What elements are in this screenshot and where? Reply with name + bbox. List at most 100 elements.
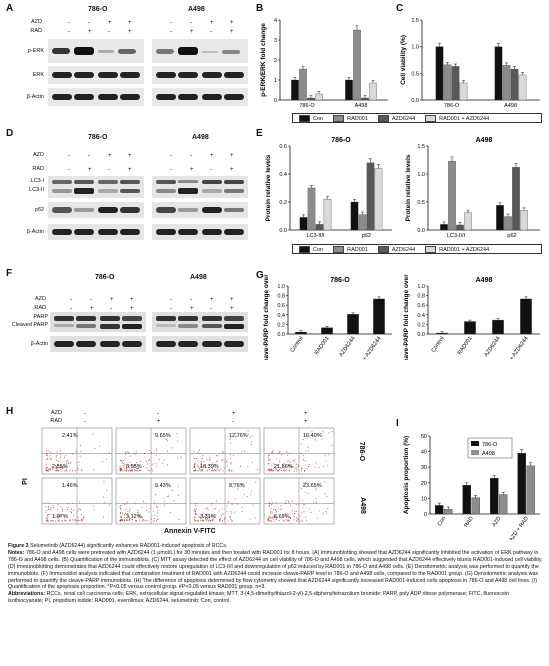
event-dot	[70, 512, 72, 514]
event-dot	[45, 459, 47, 461]
event-dot	[66, 459, 68, 461]
event-dot	[301, 487, 303, 489]
event-dot	[120, 467, 122, 469]
event-dot	[274, 509, 276, 511]
event-dot	[293, 519, 295, 521]
event-dot	[193, 466, 195, 468]
bar	[373, 298, 385, 335]
panel-label-d: D	[6, 128, 14, 139]
event-dot	[313, 501, 315, 503]
event-dot	[49, 454, 51, 456]
event-dot	[273, 517, 275, 519]
event-dot	[318, 510, 320, 512]
event-dot	[62, 508, 64, 510]
event-dot	[193, 520, 195, 522]
quadrant-upper-left-value: 2.41%	[62, 433, 78, 439]
event-dot	[125, 453, 127, 455]
event-dot	[288, 502, 290, 504]
event-dot	[302, 507, 304, 509]
event-dot	[119, 504, 121, 506]
event-dot	[210, 505, 212, 507]
event-dot	[197, 452, 199, 454]
cell-label-a498: A498	[188, 6, 205, 13]
event-dot	[50, 520, 52, 522]
event-dot	[275, 510, 277, 512]
event-dot	[287, 500, 289, 502]
svg-text:+: +	[130, 306, 134, 312]
event-dot	[212, 515, 214, 517]
y-axis-label: Cell viability (%)	[400, 35, 407, 85]
sign: -	[68, 29, 70, 35]
event-dot	[297, 518, 299, 520]
quadrant-lower-value: 8.55%	[126, 464, 142, 470]
event-dot	[92, 505, 94, 507]
event-dot	[46, 454, 48, 456]
event-dot	[148, 450, 150, 452]
event-dot	[283, 520, 285, 522]
chart-g-a498: A498 0.0 0.2 0.4 0.6 0.8 1.0 Cleave-PARP fold c…	[403, 272, 540, 360]
event-dot	[209, 459, 211, 461]
event-dot	[230, 510, 232, 512]
event-dot	[275, 469, 277, 471]
svg-text:-: -	[170, 297, 172, 303]
event-dot	[155, 494, 157, 496]
svg-text:-: -	[232, 419, 234, 425]
event-dot	[152, 511, 154, 513]
event-dot	[232, 483, 234, 485]
event-dot	[126, 519, 128, 521]
event-dot	[305, 516, 307, 518]
bar	[517, 453, 527, 515]
y-tick-label: 0.4	[277, 313, 285, 319]
event-dot	[250, 493, 252, 495]
event-dot	[231, 502, 233, 504]
event-dot	[127, 511, 129, 513]
event-dot	[78, 509, 80, 511]
event-dot	[122, 502, 124, 504]
band	[74, 47, 94, 55]
y-tick-label: 0.0	[411, 98, 419, 104]
event-dot	[136, 512, 138, 514]
event-dot	[171, 447, 173, 449]
event-dot	[295, 470, 297, 472]
y-tick-label: 0.2	[417, 322, 425, 328]
event-dot	[57, 469, 59, 471]
y-axis-label: Cleave-PARP fold change over β-actin	[263, 272, 270, 360]
legend-swatch	[377, 114, 389, 122]
event-dot	[245, 482, 247, 484]
event-dot	[48, 502, 50, 504]
bar	[496, 205, 504, 231]
event-dot	[125, 512, 127, 514]
quadrant-upper-left-value: 1.46%	[62, 483, 78, 489]
event-dot	[267, 468, 269, 470]
event-dot	[103, 481, 105, 483]
event-dot	[308, 464, 310, 466]
event-dot	[56, 470, 58, 472]
event-dot	[119, 512, 121, 514]
event-dot	[222, 459, 224, 461]
bar	[492, 319, 504, 335]
legend-item-azd: AZD6244	[377, 245, 416, 253]
flow-row-label-786o: 786-O	[358, 441, 366, 462]
event-dot	[272, 502, 274, 504]
event-dot	[268, 517, 270, 519]
legend-label: AZD6244	[391, 246, 416, 253]
event-dot	[46, 458, 48, 460]
event-dot	[102, 461, 104, 463]
event-dot	[200, 470, 202, 472]
bar	[436, 332, 448, 335]
event-dot	[58, 460, 60, 462]
event-dot	[129, 461, 131, 463]
event-dot	[275, 458, 277, 460]
bar	[295, 331, 307, 335]
event-dot	[228, 468, 230, 470]
event-dot	[153, 463, 155, 465]
y-tick-label: 0.5	[411, 71, 419, 77]
bar	[361, 97, 369, 101]
event-dot	[139, 514, 141, 516]
event-dot	[180, 456, 182, 458]
event-dot	[293, 470, 295, 472]
blot-panel-a: 786-O A498 AZD RAD - - + + - + - + - - + + - + - +	[10, 6, 250, 116]
event-dot	[286, 513, 288, 515]
event-dot	[241, 451, 243, 453]
bar	[435, 46, 444, 101]
